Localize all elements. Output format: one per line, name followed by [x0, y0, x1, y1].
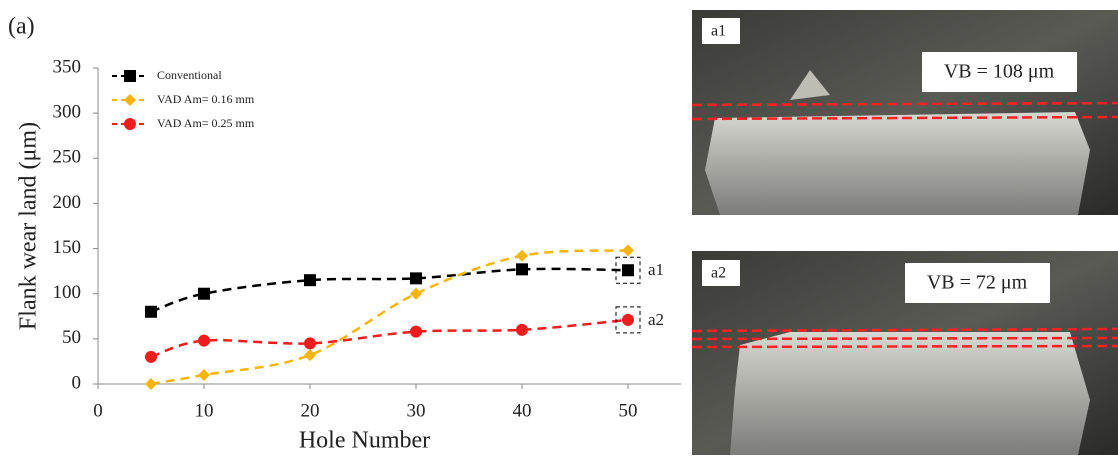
marker [304, 349, 316, 361]
legend-label: Conventional [157, 68, 222, 82]
y-tick-label: 150 [53, 237, 82, 258]
series-line [151, 269, 628, 312]
y-axis-title: Flank wear land (μm) [16, 122, 42, 330]
legend-marker [124, 94, 136, 106]
tool-image [730, 332, 1090, 455]
wear-line [692, 346, 1118, 347]
marker [198, 288, 210, 300]
y-tick-label: 50 [62, 327, 81, 348]
photo-caption: VB = 108 μm [944, 61, 1055, 83]
annotation-label: a2 [648, 310, 664, 329]
photo-label: a1 [711, 23, 726, 40]
legend-label: VAD Am= 0.25 mm [157, 116, 255, 130]
wear-line [692, 338, 1118, 339]
marker [410, 272, 422, 284]
x-tick-label: 30 [407, 400, 426, 421]
marker [622, 244, 634, 256]
y-tick-label: 200 [53, 192, 82, 213]
marker [145, 351, 157, 363]
marker [622, 264, 634, 276]
x-tick-label: 20 [301, 400, 320, 421]
series-line [151, 320, 628, 357]
marker [145, 306, 157, 318]
y-tick-label: 100 [53, 282, 82, 303]
y-tick-label: 300 [53, 102, 82, 123]
marker [410, 326, 422, 338]
legend-marker [124, 70, 136, 82]
marker [516, 250, 528, 262]
y-tick-label: 250 [53, 147, 82, 168]
photo-label: a2 [711, 265, 726, 282]
legend-marker [124, 118, 136, 130]
legend-label: VAD Am= 0.16 mm [157, 92, 255, 106]
x-axis-title: Hole Number [299, 428, 430, 454]
annotation-label: a1 [648, 260, 664, 279]
marker [198, 335, 210, 347]
y-tick-label: 0 [72, 372, 82, 393]
marker [516, 263, 528, 275]
y-tick-label: 350 [53, 56, 82, 77]
x-tick-label: 50 [619, 400, 638, 421]
marker [516, 324, 528, 336]
panel-label: (a) [8, 14, 35, 40]
figure: (a) 0 50 100 150 200 250 300 350 0 10 20 30 40 50 Hole… [0, 0, 1118, 459]
photo-caption: VB = 72 μm [927, 272, 1028, 294]
photo: a1 VB = 108 μm [692, 10, 1118, 215]
x-tick-label: 10 [195, 400, 214, 421]
marker [622, 314, 634, 326]
marker [198, 369, 210, 381]
marker [304, 274, 316, 286]
marker [410, 288, 422, 300]
photo: a2 VB = 72 μm [692, 251, 1118, 455]
x-tick-label: 0 [93, 400, 103, 421]
x-tick-label: 40 [513, 400, 532, 421]
marker [145, 378, 157, 390]
marker [304, 337, 316, 349]
series-line [151, 250, 628, 384]
plot: 0 50 100 150 200 250 300 350 0 10 20 30 40 50 Hole Num… [16, 56, 682, 453]
tool-image [705, 112, 1090, 215]
